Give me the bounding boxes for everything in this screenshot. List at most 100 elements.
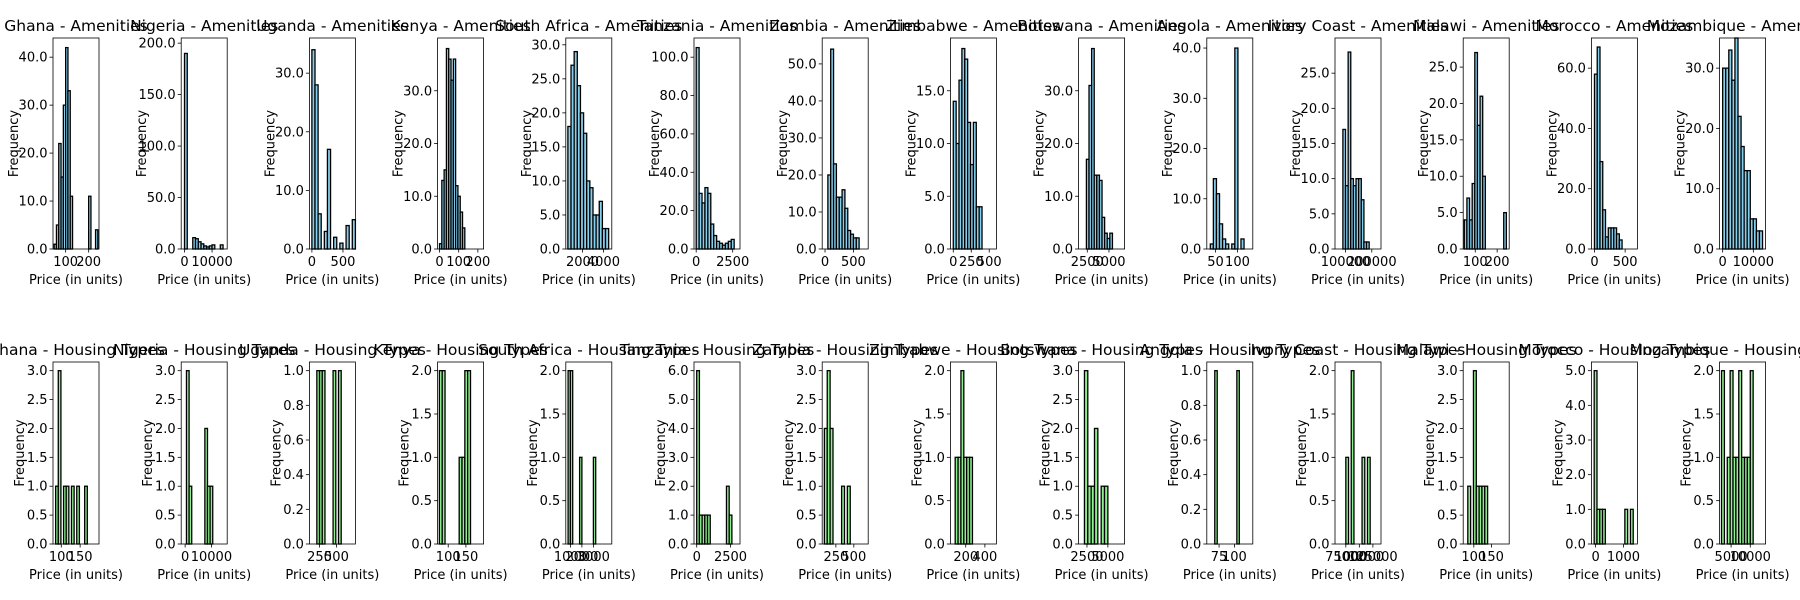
x-tick-label: 500 xyxy=(841,255,866,270)
y-tick-label: 15.0 xyxy=(1429,133,1458,148)
y-tick-label: 5.0 xyxy=(1309,207,1330,222)
x-axis-label: Price (in units) xyxy=(157,273,251,288)
subplot-title: Malawi - Housing Types xyxy=(1396,341,1577,359)
y-tick-label: 2.5 xyxy=(796,393,817,408)
subplot-title: Ivory Coast - Amenities xyxy=(1268,17,1448,35)
subplot-title: Botswana - Amenities xyxy=(1017,17,1186,35)
histogram-bar xyxy=(1365,241,1370,250)
subplot-title: Mozambique - Amenities xyxy=(1647,17,1800,35)
y-tick-label: 0.0 xyxy=(1437,538,1458,553)
y-tick-label: 0.0 xyxy=(1693,538,1714,553)
axes-frame xyxy=(1462,37,1510,250)
x-tick-label: 100 xyxy=(49,550,74,565)
y-tick-label: 1.0 xyxy=(796,480,817,495)
y-tick-label: 1.0 xyxy=(283,364,304,379)
subplot-26: 0.0 1.0 2.0 3.0 4.0 5.0 0 1000 Morocco - Housing… xyxy=(1518,341,1710,583)
y-tick-label: 30.0 xyxy=(1044,84,1073,99)
x-tick-label: 0 xyxy=(821,255,829,270)
y-axis-label: Frequency xyxy=(135,110,150,177)
y-tick-label: 25.0 xyxy=(1429,61,1458,76)
y-tick-label: 5.0 xyxy=(924,190,945,205)
y-tick-label: 2.0 xyxy=(1437,422,1458,437)
histogram-bar xyxy=(1749,370,1754,545)
y-tick-label: 20.0 xyxy=(1301,102,1330,117)
y-tick-label: 3.0 xyxy=(796,364,817,379)
axes-frame xyxy=(437,361,485,545)
y-axis-label: Frequency xyxy=(269,419,284,486)
y-axis-label: Frequency xyxy=(1161,110,1176,177)
y-tick-label: 0.0 xyxy=(1181,538,1202,553)
x-tick-label: 400 xyxy=(972,550,997,565)
y-tick-label: 4.0 xyxy=(1565,399,1586,414)
axes-frame xyxy=(821,361,869,545)
x-tick-label: 500 xyxy=(331,255,356,270)
x-axis-label: Price (in units) xyxy=(29,273,123,288)
histogram-bar xyxy=(188,485,193,545)
y-tick-label: 2.0 xyxy=(411,364,432,379)
y-tick-label: 2.0 xyxy=(540,364,561,379)
subplot-title: Zimbabwe - Amenities xyxy=(886,17,1060,35)
x-axis-label: Price (in units) xyxy=(285,568,379,583)
histogram-bar xyxy=(1361,456,1366,545)
subplot-title: Ghana - Amenities xyxy=(4,17,147,35)
y-tick-label: 1.5 xyxy=(1693,408,1714,423)
y-tick-label: 1.0 xyxy=(1693,451,1714,466)
x-tick-label: 5000 xyxy=(1715,550,1748,565)
y-tick-label: 10.0 xyxy=(1685,182,1714,197)
y-tick-label: 20.0 xyxy=(531,106,560,121)
axes-frame xyxy=(180,37,228,250)
x-tick-label: 3000 xyxy=(577,550,610,565)
histogram-bar xyxy=(1240,238,1245,250)
y-tick-label: 0.2 xyxy=(1181,503,1202,518)
y-tick-label: 20.0 xyxy=(1429,97,1458,112)
subplot-title: Tanzania - Amenities xyxy=(636,17,797,35)
y-tick-label: 0.0 xyxy=(1181,243,1202,258)
y-tick-label: 2.0 xyxy=(796,422,817,437)
x-tick-label: 50 xyxy=(1207,255,1224,270)
x-tick-label: 1000 xyxy=(1607,550,1640,565)
x-tick-label: 500 xyxy=(1613,255,1638,270)
x-axis-label: Price (in units) xyxy=(542,273,636,288)
y-axis-label: Frequency xyxy=(141,419,156,486)
y-tick-label: 0.8 xyxy=(283,399,304,414)
y-tick-label: 30.0 xyxy=(788,131,817,146)
y-tick-label: 0.6 xyxy=(283,434,304,449)
y-tick-label: 1.0 xyxy=(540,451,561,466)
histogram-bar xyxy=(332,370,337,545)
y-tick-label: 0.4 xyxy=(1181,468,1202,483)
histogram-bar xyxy=(1345,456,1350,545)
axes-frame xyxy=(180,361,228,545)
y-tick-label: 10.0 xyxy=(1429,170,1458,185)
y-tick-label: 0.5 xyxy=(1309,494,1330,509)
axes-frame xyxy=(52,37,100,250)
y-tick-label: 1.5 xyxy=(1437,451,1458,466)
x-axis-label: Price (in units) xyxy=(414,273,508,288)
y-tick-label: 0.5 xyxy=(155,509,176,524)
y-tick-label: 0.0 xyxy=(1309,243,1330,258)
histogram-bar xyxy=(57,370,62,545)
y-tick-label: 2.5 xyxy=(1437,393,1458,408)
subplot-title: Zambia - Amenities xyxy=(769,17,921,35)
x-tick-label: 100 xyxy=(53,255,78,270)
y-tick-label: 0.2 xyxy=(283,503,304,518)
y-tick-label: 20.0 xyxy=(1172,142,1201,157)
y-axis-label: Frequency xyxy=(1680,419,1695,486)
histogram-bar xyxy=(604,227,610,250)
histogram-bar xyxy=(461,227,466,250)
y-tick-label: 0.0 xyxy=(796,243,817,258)
y-tick-label: 4.0 xyxy=(668,422,689,437)
y-tick-label: 0.0 xyxy=(27,538,48,553)
y-tick-label: 1.0 xyxy=(155,480,176,495)
y-tick-label: 10.0 xyxy=(1172,192,1201,207)
y-tick-label: 0.5 xyxy=(1052,509,1073,524)
subplot-title: Morocco - Amenities xyxy=(1536,17,1694,35)
y-tick-label: 0.5 xyxy=(796,509,817,524)
y-axis-label: Frequency xyxy=(648,110,663,177)
histogram-bar xyxy=(321,370,326,545)
subplot-title: Zimbabwe - Housing Types xyxy=(869,341,1077,359)
